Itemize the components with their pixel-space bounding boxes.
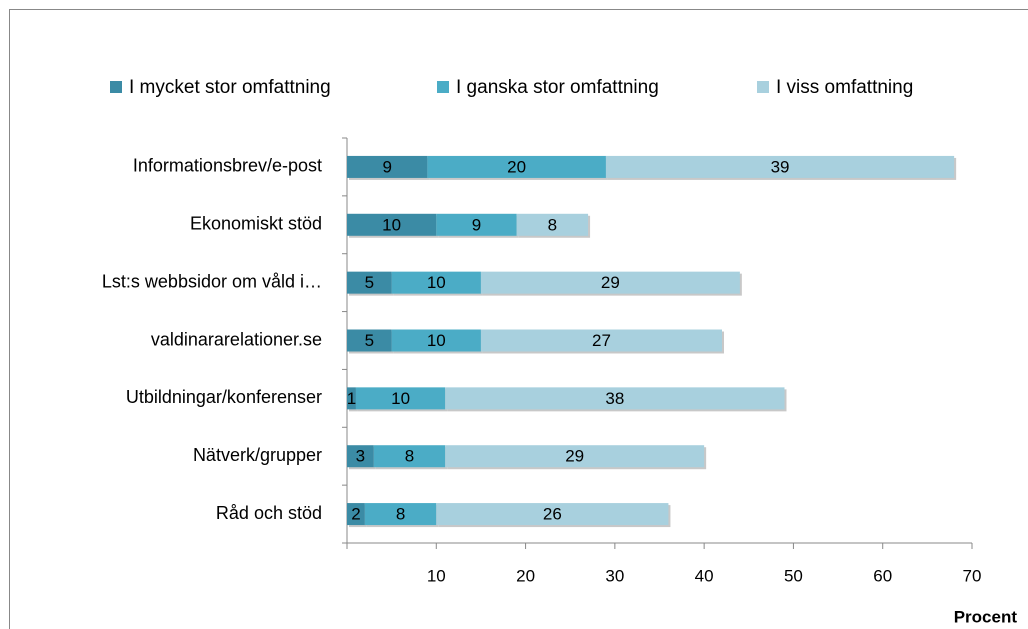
bar-segment <box>347 155 428 178</box>
data-label: 29 <box>565 447 584 466</box>
legend-label: I ganska stor omfattning <box>456 77 659 98</box>
data-label: 8 <box>405 447 414 466</box>
legend-label: I viss omfattning <box>776 77 913 98</box>
bar-segment <box>373 445 446 468</box>
bar-segment <box>445 387 785 410</box>
bar-segment <box>355 387 446 410</box>
bar-segment <box>391 271 481 294</box>
data-label: 5 <box>365 273 374 292</box>
data-label: 9 <box>472 215 481 234</box>
y-tick-label: Nätverk/grupper <box>193 445 322 465</box>
legend-swatch <box>757 81 769 93</box>
bar-segment <box>427 155 606 178</box>
data-label: 27 <box>592 331 611 350</box>
legend-swatch <box>437 81 449 93</box>
y-tick-label: Råd och stöd <box>216 503 322 523</box>
data-label: 5 <box>365 331 374 350</box>
bar-segment <box>436 503 669 526</box>
bar-segment <box>347 503 365 526</box>
data-label: 26 <box>543 505 562 524</box>
x-tick-label: 60 <box>873 566 892 585</box>
data-label: 39 <box>771 157 790 176</box>
bar-segment <box>364 503 437 526</box>
bar-segment <box>445 445 705 468</box>
x-tick-label: 30 <box>605 566 624 585</box>
bar-segment <box>516 213 589 236</box>
data-label: 10 <box>427 273 446 292</box>
y-tick-label: Ekonomiskt stöd <box>190 214 322 234</box>
data-label: 10 <box>382 215 401 234</box>
x-tick-label: 50 <box>784 566 803 585</box>
data-label: 20 <box>507 157 526 176</box>
y-tick-label: valdinararelationer.se <box>151 329 322 349</box>
bar-segment <box>391 329 481 352</box>
bar-segment <box>347 445 374 468</box>
legend-label: I mycket stor omfattning <box>129 77 331 98</box>
bar-segment <box>347 213 437 236</box>
bar-segment <box>480 271 740 294</box>
data-label: 38 <box>605 389 624 408</box>
x-tick-label: 40 <box>695 566 714 585</box>
chart-frame <box>9 9 1028 629</box>
legend-swatch <box>110 81 122 93</box>
data-label: 3 <box>356 447 365 466</box>
data-label: 10 <box>391 389 410 408</box>
bar-segment <box>436 213 517 236</box>
data-label: 8 <box>548 215 557 234</box>
x-tick-label: 20 <box>516 566 535 585</box>
bar-segment <box>347 329 392 352</box>
y-tick-label: Utbildningar/konferenser <box>126 387 322 407</box>
data-label: 1 <box>347 389 356 408</box>
x-axis-label: Procent <box>954 607 1018 626</box>
data-label: 10 <box>427 331 446 350</box>
y-tick-label: Informationsbrev/e-post <box>133 156 322 176</box>
data-label: 29 <box>601 273 620 292</box>
data-label: 2 <box>351 505 360 524</box>
x-tick-label: 70 <box>963 566 982 585</box>
bar-segment <box>605 155 955 178</box>
data-label: 9 <box>382 157 391 176</box>
data-label: 8 <box>396 505 405 524</box>
bar-segment <box>480 329 722 352</box>
x-tick-label: 10 <box>427 566 446 585</box>
bar-segment <box>347 271 392 294</box>
y-tick-label: Lst:s webbsidor om våld i… <box>102 271 322 291</box>
bar-segment <box>347 387 356 410</box>
